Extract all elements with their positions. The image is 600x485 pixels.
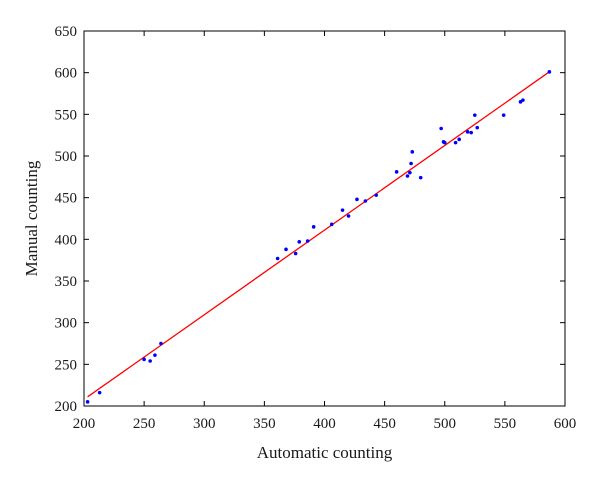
x-tick-label: 600 (554, 416, 577, 432)
data-point (159, 341, 163, 346)
x-tick-label: 350 (253, 416, 276, 432)
data-point (355, 197, 359, 202)
y-tick-label: 450 (55, 191, 78, 207)
data-point (394, 170, 399, 174)
data-point (329, 222, 334, 227)
data-point (85, 400, 90, 404)
data-point (148, 359, 152, 363)
data-point (409, 161, 413, 166)
data-point (305, 239, 310, 243)
x-tick-label: 450 (373, 416, 396, 432)
data-point (405, 174, 410, 178)
data-point (340, 208, 345, 212)
data-point (469, 130, 474, 135)
y-axis-label: Manual counting (22, 160, 41, 276)
x-tick-label: 550 (494, 416, 517, 432)
data-marks (85, 70, 552, 404)
data-point (465, 130, 470, 134)
data-point (408, 170, 412, 175)
data-point (473, 113, 477, 117)
data-point (457, 137, 461, 142)
data-point (97, 390, 102, 395)
data-point (374, 193, 379, 197)
y-tick-label: 600 (55, 66, 78, 82)
data-point (521, 98, 525, 102)
data-point (501, 113, 506, 117)
data-point (475, 125, 480, 130)
y-tick-label: 500 (55, 149, 78, 165)
plot-area (83, 30, 566, 407)
data-point (442, 140, 447, 145)
x-tick-label: 500 (434, 416, 457, 432)
x-tick-label: 400 (313, 416, 336, 432)
data-point (142, 357, 146, 362)
x-axis-label: Automatic counting (257, 443, 393, 462)
data-point (311, 225, 316, 229)
y-tick-label: 300 (55, 316, 78, 332)
data-point (453, 140, 458, 145)
y-tick-label: 650 (55, 24, 78, 40)
y-tick-label: 550 (55, 107, 78, 123)
y-tick-label: 200 (55, 399, 78, 415)
data-point (439, 126, 443, 131)
y-axis-ticks: 200 250 300 350 400 450 500 550 600 650 (55, 24, 565, 415)
data-point (275, 256, 280, 261)
data-point (418, 175, 423, 180)
x-tick-label: 300 (193, 416, 216, 432)
data-point (293, 251, 298, 256)
data-point (284, 247, 288, 252)
fit-line (87, 71, 550, 398)
y-tick-label: 400 (55, 232, 78, 248)
data-point (547, 70, 552, 74)
data-point (297, 240, 302, 244)
data-point (410, 150, 415, 154)
y-tick-label: 250 (55, 357, 78, 373)
x-axis-ticks: 200 250 300 350 400 450 500 550 600 (73, 31, 577, 432)
data-point (346, 214, 351, 218)
x-tick-label: 200 (73, 416, 96, 432)
y-tick-label: 350 (55, 274, 78, 290)
x-tick-label: 250 (133, 416, 156, 432)
data-point (363, 199, 368, 203)
data-point (153, 353, 157, 357)
